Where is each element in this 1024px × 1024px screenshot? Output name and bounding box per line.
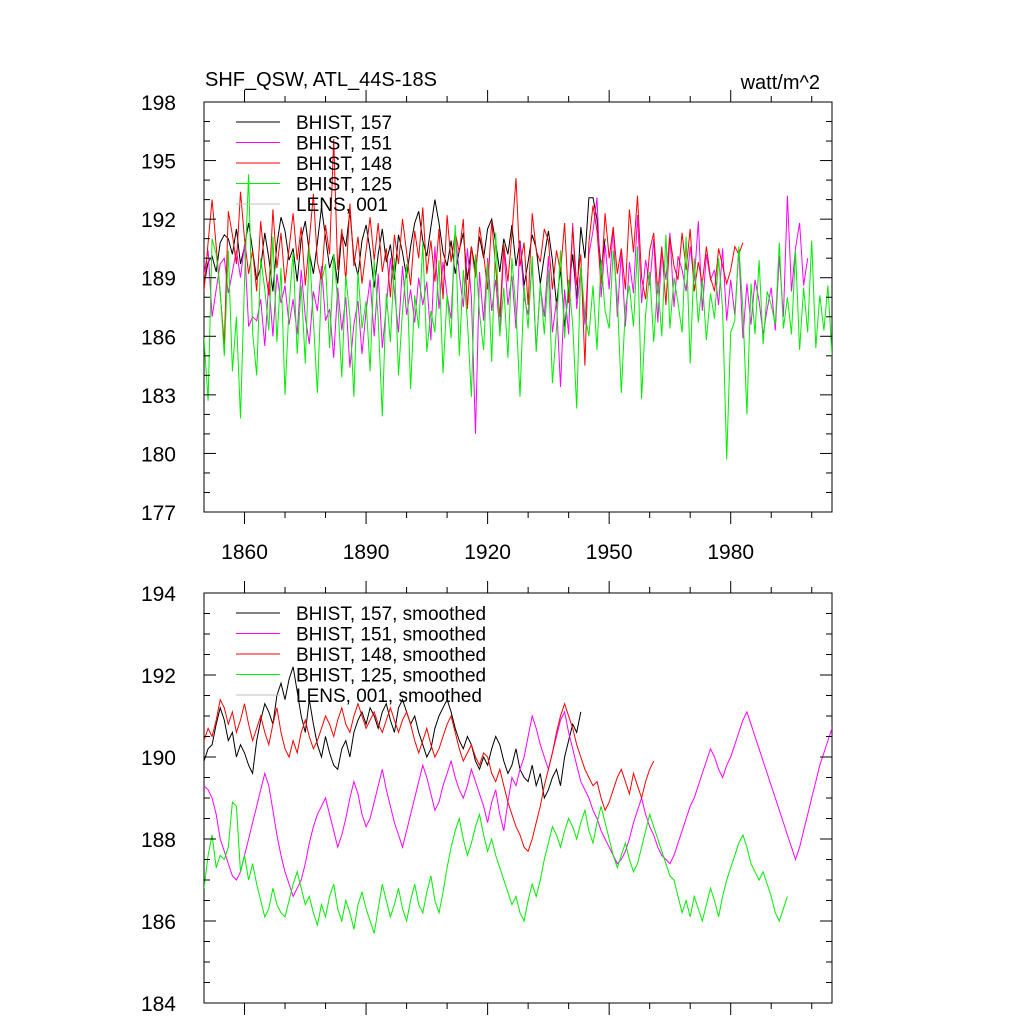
x-tick-label: 1920 (464, 541, 511, 564)
y-tick-label: 192 (141, 209, 176, 232)
legend-label: BHIST, 148 (296, 154, 392, 175)
series-line-3 (204, 139, 744, 366)
series-line-1 (204, 666, 582, 800)
legend-label: BHIST, 157 (296, 113, 392, 134)
y-tick-label: 183 (141, 385, 176, 408)
y-tick-label: 194 (141, 583, 176, 606)
legend-label: BHIST, 125, smoothed (296, 666, 486, 687)
y-tick-label: 180 (141, 443, 176, 466)
legend-label: BHIST, 151, smoothed (296, 625, 486, 646)
plot-frame (203, 101, 833, 513)
series-line-2 (204, 710, 832, 898)
legend-label: BHIST, 148, smoothed (296, 645, 486, 666)
y-tick-label: 195 (141, 151, 176, 174)
x-tick-label: 1860 (221, 541, 268, 564)
units-label: watt/m^2 (740, 72, 820, 94)
x-tick-label: 1980 (707, 541, 754, 564)
series-line-3 (204, 698, 655, 853)
legend-label: LENS, 001, smoothed (296, 686, 482, 707)
legend-label: BHIST, 151 (296, 134, 392, 155)
series-line-4 (204, 174, 832, 460)
x-tick-label: 1890 (343, 541, 390, 564)
y-tick-label: 186 (141, 911, 176, 934)
series-group (204, 666, 832, 934)
y-tick-label: 198 (141, 92, 176, 115)
y-tick-label: 186 (141, 326, 176, 349)
y-tick-label: 189 (141, 268, 176, 291)
series-line-4 (204, 800, 788, 934)
x-tick-label: 1950 (586, 541, 633, 564)
legend-label: BHIST, 125 (296, 175, 392, 196)
legend-label: LENS, 001 (296, 195, 388, 216)
y-tick-label: 184 (141, 993, 176, 1016)
series-group (204, 139, 832, 460)
chart-title: SHF_QSW, ATL_44S-18S (205, 69, 437, 91)
legend-label: BHIST, 157, smoothed (296, 604, 486, 625)
y-tick-label: 190 (141, 747, 176, 770)
y-tick-label: 192 (141, 665, 176, 688)
chart-panel-1: 177 180 183 186 189 192 195 198 1860 1890 1920 1950… (141, 69, 833, 564)
y-tick-label: 188 (141, 829, 176, 852)
series-line-2 (204, 195, 809, 434)
y-tick-label: 177 (141, 502, 176, 525)
